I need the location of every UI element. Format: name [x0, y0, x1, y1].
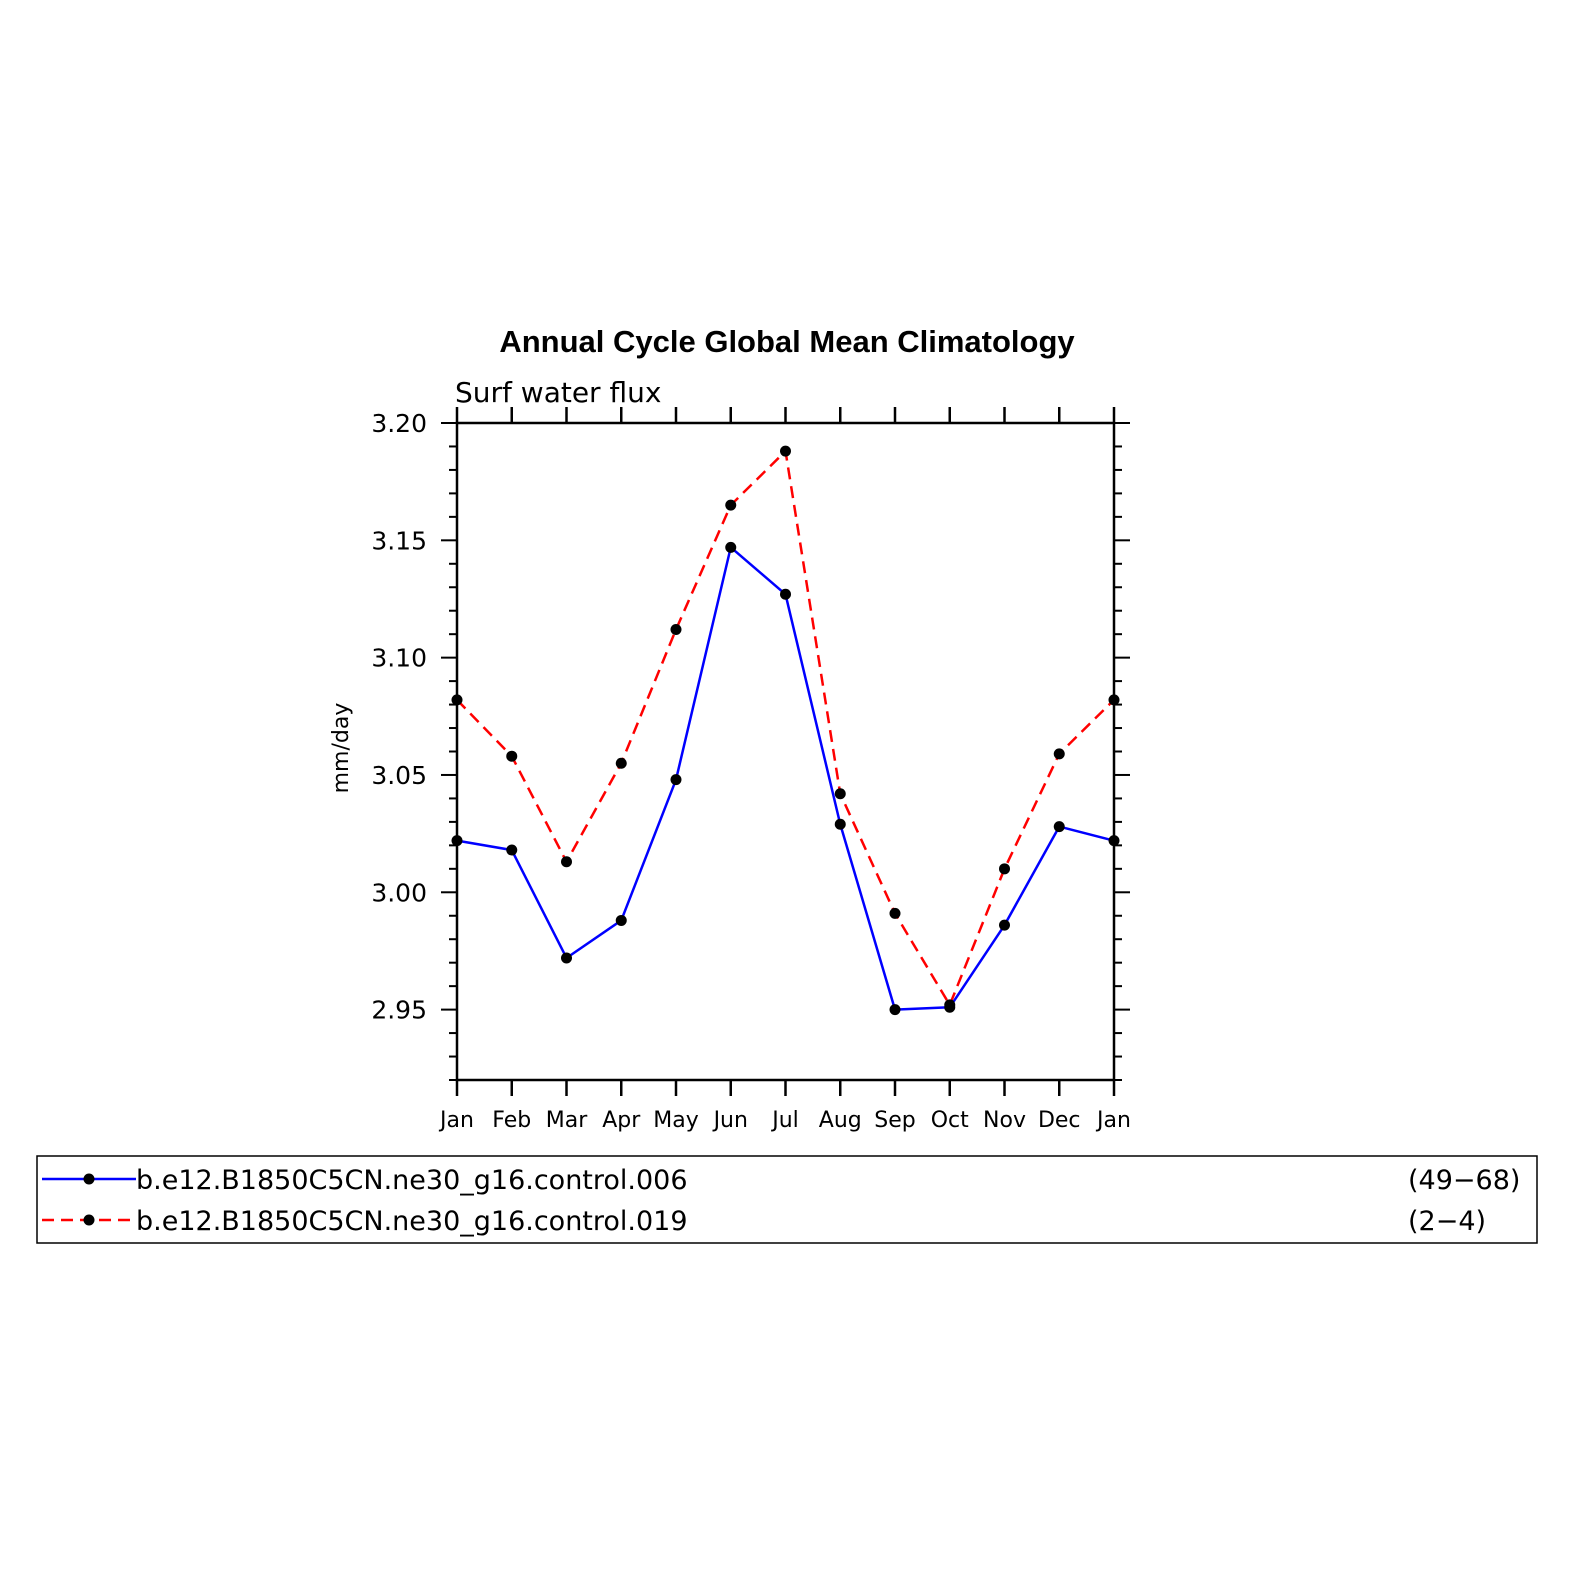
x-tick-label: Feb: [492, 1108, 531, 1133]
y-tick-label: 3.00: [371, 878, 427, 907]
data-point: [1053, 821, 1065, 833]
x-tick-label: Jan: [1095, 1108, 1131, 1133]
data-point: [780, 588, 791, 600]
data-point: [670, 623, 682, 635]
data-point: [999, 863, 1010, 875]
legend-series-name: b.e12.B1850C5CN.ne30_g16.control.019: [136, 1206, 688, 1237]
x-tick-label: Aug: [819, 1108, 862, 1133]
data-point: [780, 445, 791, 457]
x-tick-label: Jan: [438, 1108, 474, 1133]
data-point: [1108, 694, 1120, 706]
x-tick-label: Jul: [770, 1108, 799, 1133]
series-1: [451, 541, 1120, 1016]
x-tick-label: Mar: [546, 1108, 588, 1133]
series-line: [456, 546, 1115, 1011]
data-point: [944, 999, 956, 1011]
data-point: [561, 952, 572, 964]
data-point: [1053, 748, 1065, 760]
data-point: [834, 818, 846, 830]
y-tick-label: 3.10: [371, 644, 427, 673]
legend-swatch-marker: [83, 1173, 95, 1185]
x-tick-label: Nov: [983, 1108, 1026, 1133]
legend-box: [36, 1155, 1538, 1244]
x-tick-label: Dec: [1038, 1108, 1081, 1133]
y-tick-label: 3.15: [371, 526, 427, 555]
legend-item: b.e12.B1850C5CN.ne30_g16.control.019 (2−4…: [42, 1206, 1486, 1237]
legend-years: (49−68): [1408, 1165, 1520, 1196]
x-tick-label: Sep: [874, 1108, 915, 1133]
series-line: [456, 449, 1115, 1007]
y-tick-label: 3.20: [371, 409, 427, 438]
y-axis: 3.20 3.15 3.10 3.05 3.00 2.95: [371, 409, 1130, 1081]
plot-frame: [455, 421, 1116, 1082]
x-tick-label: Jun: [712, 1108, 748, 1133]
chart-subtitle: Surf water flux: [455, 376, 661, 409]
data-point: [506, 844, 518, 856]
data-point: [725, 499, 737, 511]
data-point: [1108, 835, 1120, 847]
data-point: [834, 788, 846, 800]
y-tick-label: 2.95: [371, 996, 427, 1025]
x-tick-label: Apr: [602, 1108, 641, 1133]
data-point: [725, 541, 737, 553]
y-tick-label: 3.05: [371, 761, 427, 790]
data-point: [506, 750, 518, 762]
plot-border: [455, 421, 1116, 1082]
data-point: [451, 835, 463, 847]
legend: b.e12.B1850C5CN.ne30_g16.control.006 (49−…: [36, 1155, 1538, 1244]
data-point: [670, 774, 682, 786]
chart-title: Annual Cycle Global Mean Climatology: [499, 324, 1075, 359]
data-point: [615, 757, 627, 769]
legend-swatch-marker: [83, 1214, 95, 1226]
data-point: [561, 856, 572, 868]
series-2: [451, 445, 1120, 1011]
series-layer: [451, 445, 1120, 1016]
legend-series-name: b.e12.B1850C5CN.ne30_g16.control.006: [136, 1165, 688, 1196]
data-point: [451, 694, 463, 706]
x-tick-label: May: [653, 1108, 698, 1133]
x-tick-label: Oct: [931, 1108, 969, 1133]
data-point: [889, 907, 901, 919]
legend-item: b.e12.B1850C5CN.ne30_g16.control.006 (49−…: [42, 1165, 1520, 1196]
y-axis-label: mm/day: [329, 703, 354, 794]
legend-years: (2−4): [1408, 1206, 1486, 1237]
x-axis: Jan Feb Mar Apr May Jun Jul Aug Sep Oct Nov Dec Jan: [438, 407, 1131, 1133]
data-point: [889, 1004, 901, 1016]
data-point: [615, 914, 627, 926]
data-point: [999, 919, 1010, 931]
